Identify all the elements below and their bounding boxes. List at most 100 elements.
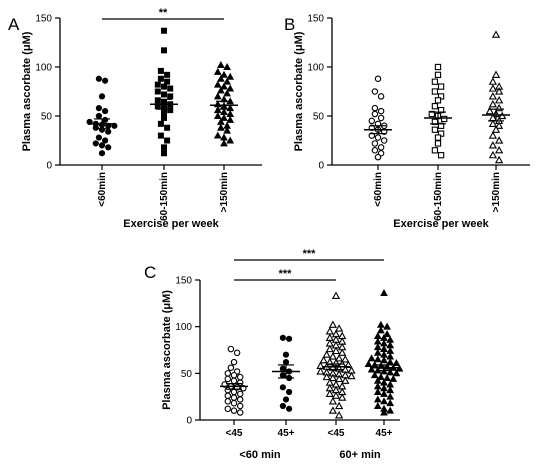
- data-point-36: [347, 371, 356, 380]
- data-point-23: [220, 113, 228, 121]
- panel-label: A: [8, 15, 20, 34]
- data-point-52: [386, 406, 395, 414]
- data-point-13: [213, 92, 222, 100]
- y-tick-label: 100: [35, 63, 52, 74]
- data-point-46: [386, 392, 395, 400]
- data-point-3: [230, 358, 238, 366]
- category-label: >150min: [491, 172, 502, 212]
- data-point-2: [371, 88, 379, 95]
- data-point-6: [164, 78, 171, 85]
- data-point-29: [213, 131, 222, 139]
- data-point-5: [157, 75, 164, 82]
- data-point-26: [160, 150, 167, 157]
- data-point-9: [437, 106, 445, 114]
- data-point-12: [223, 89, 231, 97]
- data-point-1: [380, 289, 388, 297]
- panel-label: C: [144, 263, 156, 282]
- data-point-20: [160, 114, 167, 121]
- data-point-34: [370, 371, 379, 379]
- data-point-53: [334, 411, 344, 419]
- data-point-17: [230, 388, 238, 396]
- data-point-21: [157, 120, 164, 127]
- series-3: [210, 61, 238, 147]
- data-point-7: [488, 92, 498, 100]
- group-label: 60+ min: [339, 449, 381, 461]
- data-point-23: [157, 132, 164, 139]
- data-point-1: [434, 63, 442, 71]
- data-point-14: [368, 132, 376, 139]
- data-point-7: [223, 77, 231, 85]
- data-point-1: [217, 61, 225, 68]
- data-point-8: [213, 80, 222, 88]
- data-point-4: [227, 364, 235, 371]
- data-point-10: [428, 110, 435, 118]
- data-point-6: [217, 74, 225, 82]
- data-point-3: [98, 93, 106, 100]
- data-point-5: [431, 88, 439, 95]
- group-label: <60 min: [239, 449, 281, 461]
- data-point-24: [226, 115, 235, 123]
- data-point-13: [325, 344, 334, 353]
- category-label: <60min: [373, 172, 384, 207]
- data-point-5: [383, 330, 391, 338]
- data-point-26: [230, 407, 238, 414]
- data-point-12: [167, 93, 174, 100]
- data-point-9: [488, 99, 498, 108]
- data-point-4: [377, 326, 385, 334]
- data-point-20: [105, 144, 112, 151]
- data-point-47: [373, 395, 382, 403]
- data-point-47: [325, 389, 334, 397]
- y-tick-label: 0: [318, 161, 324, 172]
- data-point-18: [434, 140, 442, 147]
- data-point-5: [377, 107, 385, 115]
- data-point-27: [236, 409, 244, 416]
- data-point-1: [95, 75, 103, 82]
- data-point-28: [223, 126, 231, 134]
- data-point-18: [167, 107, 174, 114]
- data-point-15: [373, 348, 382, 356]
- data-point-7: [154, 81, 161, 88]
- data-point-11: [282, 396, 290, 403]
- data-point-14: [437, 122, 445, 129]
- category-label: <45: [328, 428, 345, 439]
- data-point-23: [488, 150, 498, 159]
- data-point-39: [334, 374, 344, 383]
- data-point-24: [164, 137, 171, 144]
- series-1: [220, 345, 248, 416]
- data-point-15: [374, 134, 382, 141]
- data-point-29: [367, 365, 376, 373]
- data-point-13: [154, 97, 161, 104]
- data-point-9: [224, 375, 232, 383]
- data-point-16: [488, 119, 498, 127]
- data-point-9: [220, 82, 228, 90]
- y-axis-label: Plasma ascorbate (μM): [21, 31, 33, 151]
- series-1: [86, 75, 118, 157]
- data-point-30: [220, 133, 228, 141]
- data-point-32: [386, 368, 395, 376]
- data-point-4: [325, 327, 334, 335]
- category-label: 45+: [278, 428, 295, 439]
- data-point-7: [377, 114, 385, 122]
- data-point-4: [371, 104, 379, 112]
- data-point-51: [334, 401, 344, 410]
- data-point-3: [282, 351, 290, 358]
- data-point-20: [230, 394, 238, 401]
- data-point-20: [220, 108, 228, 116]
- series-4: [364, 289, 404, 416]
- y-tick-label: 0: [186, 416, 192, 427]
- data-point-10: [230, 377, 238, 385]
- data-point-22: [224, 398, 232, 405]
- data-point-20: [494, 136, 504, 144]
- data-point-49: [386, 399, 395, 407]
- data-point-7: [230, 371, 238, 379]
- data-point-15: [431, 126, 439, 133]
- data-point-2: [233, 349, 241, 357]
- category-label: >150min: [219, 172, 230, 212]
- y-tick-label: 150: [175, 276, 192, 287]
- data-point-50: [328, 397, 338, 405]
- category-label: <45: [226, 428, 243, 439]
- significance-label: ***: [279, 268, 293, 280]
